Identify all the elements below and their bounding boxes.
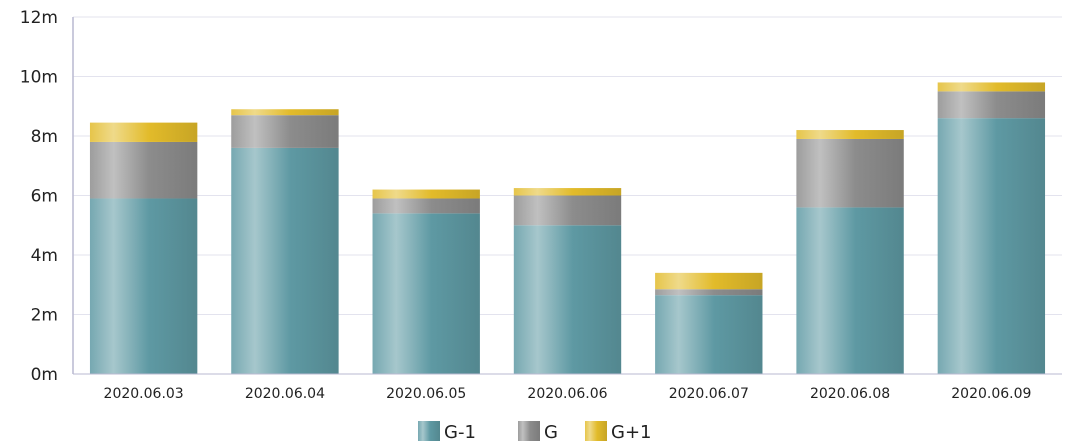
legend-swatch [585, 421, 607, 441]
legend-label: G+1 [611, 422, 651, 443]
y-tick-label: 0m [31, 365, 58, 385]
bar-g-1-2020.06.09[interactable] [937, 118, 1046, 375]
legend-swatch [518, 421, 540, 441]
legend-swatch [418, 421, 440, 441]
bar-gplus1-2020.06.06[interactable] [513, 188, 622, 196]
x-tick-label: 2020.06.07 [669, 386, 749, 402]
bar-g-1-2020.06.06[interactable] [513, 225, 622, 374]
y-tick-label: 6m [31, 187, 58, 207]
bar-g-1-2020.06.08[interactable] [796, 207, 904, 374]
x-tick-label: 2020.06.09 [951, 386, 1031, 402]
y-tick-label: 10m [20, 68, 58, 88]
bar-gplus1-2020.06.09[interactable] [937, 82, 1046, 92]
y-tick-label: 12m [20, 8, 58, 28]
bar-gplus1-2020.06.08[interactable] [796, 130, 904, 139]
axes-group: 0m 2m 4m 6m 8m 10m 12m 2020.06.03 2020.06.04 2020… [20, 8, 1062, 402]
legend-label: G [544, 422, 558, 443]
x-tick-label: 2020.06.04 [245, 386, 325, 402]
x-tick-label: 2020.06.06 [527, 386, 607, 402]
bar-g-2020.06.03[interactable] [89, 141, 198, 199]
bar-g-2020.06.06[interactable] [513, 195, 622, 226]
bar-g-2020.06.05[interactable] [372, 198, 480, 214]
x-tick-label: 2020.06.08 [810, 386, 890, 402]
x-tick-label: 2020.06.03 [104, 386, 184, 402]
bar-g-1-2020.06.05[interactable] [372, 213, 480, 374]
bar-g-1-2020.06.07[interactable] [655, 295, 763, 374]
bar-g-2020.06.08[interactable] [796, 138, 904, 208]
legend-label: G-1 [444, 422, 476, 443]
legend-item[interactable]: G+1 [585, 421, 651, 443]
bar-g-1-2020.06.04[interactable] [231, 147, 339, 374]
bar-g-1-2020.06.03[interactable] [89, 198, 198, 374]
bars-group [89, 82, 1046, 375]
legend-item[interactable]: G-1 [418, 421, 476, 443]
legend: G-1 G G+1 [418, 421, 651, 443]
y-tick-label: 8m [31, 127, 58, 147]
bar-gplus1-2020.06.07[interactable] [655, 272, 763, 290]
bar-gplus1-2020.06.05[interactable] [372, 189, 480, 199]
bar-gplus1-2020.06.03[interactable] [89, 122, 198, 142]
bar-g-2020.06.09[interactable] [937, 91, 1046, 119]
y-tick-label: 4m [31, 246, 58, 266]
bar-g-2020.06.07[interactable] [655, 289, 763, 296]
x-tick-label: 2020.06.05 [386, 386, 466, 402]
bar-gplus1-2020.06.04[interactable] [231, 109, 339, 116]
legend-item[interactable]: G [518, 421, 558, 443]
y-tick-label: 2m [31, 306, 58, 326]
bar-g-2020.06.04[interactable] [231, 115, 339, 148]
